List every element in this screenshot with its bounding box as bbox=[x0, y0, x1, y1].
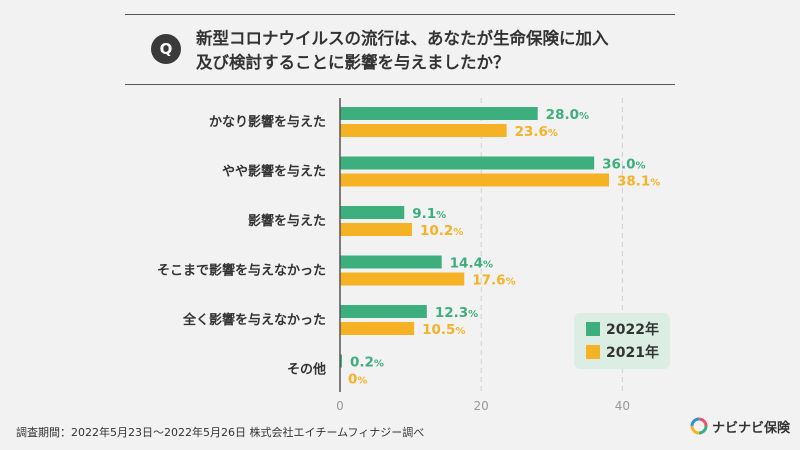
data-label-unit: % bbox=[635, 161, 645, 172]
data-label-unit: % bbox=[453, 227, 463, 238]
data-label-value: 12.3 bbox=[435, 305, 468, 321]
bar-2022 bbox=[340, 107, 538, 120]
x-tick-label: 0 bbox=[336, 399, 344, 413]
data-label: 14.4% bbox=[450, 256, 493, 272]
x-tick-label: 40 bbox=[615, 399, 630, 413]
legend-swatch-2021 bbox=[586, 345, 600, 359]
data-label-unit: % bbox=[579, 111, 589, 122]
bar-2022 bbox=[340, 255, 442, 269]
navinavi-logo-icon bbox=[690, 417, 708, 435]
legend-label-2022: 2022年 bbox=[606, 322, 659, 338]
data-label-value: 38.1 bbox=[617, 174, 650, 190]
bar-2021 bbox=[340, 124, 507, 137]
bar-2022 bbox=[340, 206, 405, 219]
data-label-value: 23.6 bbox=[515, 124, 548, 140]
data-label-unit: % bbox=[436, 210, 446, 221]
data-label: 36.0% bbox=[602, 157, 645, 173]
question-line-1: 新型コロナウイルスの流行は、あなたが生命保険に加入 bbox=[196, 29, 609, 48]
bottom-rule bbox=[125, 84, 675, 85]
data-label-unit: % bbox=[483, 260, 493, 271]
data-label-unit: % bbox=[374, 359, 384, 370]
question-badge: Q bbox=[151, 34, 181, 64]
data-label: 9.1% bbox=[412, 206, 446, 222]
data-label-value: 0.2 bbox=[350, 355, 374, 371]
data-label-value: 17.6 bbox=[472, 273, 505, 289]
category-label: かなり影響を与えた bbox=[209, 114, 326, 130]
data-label: 17.6% bbox=[472, 273, 515, 289]
bar-2022 bbox=[340, 156, 595, 170]
data-label-unit: % bbox=[548, 128, 558, 139]
top-rule bbox=[125, 14, 675, 15]
legend-swatch-2022 bbox=[586, 322, 600, 336]
question-line-2: 及び検討することに影響を与えましたか？ bbox=[196, 53, 510, 72]
data-label-unit: % bbox=[506, 277, 516, 288]
data-label-value: 14.4 bbox=[450, 256, 483, 272]
data-label: 0% bbox=[348, 372, 367, 388]
data-label: 38.1% bbox=[617, 174, 660, 190]
category-label: その他 bbox=[287, 362, 326, 378]
bar-2022 bbox=[340, 305, 427, 318]
data-label-unit: % bbox=[650, 178, 660, 189]
data-label-value: 9.1 bbox=[412, 206, 436, 222]
brand-name: ナビナビ保険 bbox=[712, 420, 791, 436]
category-label: 影響を与えた bbox=[248, 213, 326, 229]
legend-label-2021: 2021年 bbox=[606, 345, 659, 361]
data-label-value: 10.5 bbox=[422, 322, 455, 338]
legend-item-2022: 2022年 bbox=[586, 320, 659, 340]
data-label-value: 28.0 bbox=[546, 107, 579, 123]
survey-footnote: 調査期間：2022年5月23日〜2022年5月26日 株式会社エイチームフィナジ… bbox=[16, 426, 425, 439]
question-text: 新型コロナウイルスの流行は、あなたが生命保険に加入 及び検討することに影響を与え… bbox=[196, 27, 666, 75]
bar-2021 bbox=[340, 223, 413, 236]
bar-2021 bbox=[340, 272, 465, 286]
data-label: 28.0% bbox=[546, 107, 589, 123]
category-label: やや影響を与えた bbox=[222, 164, 326, 180]
data-label-unit: % bbox=[468, 309, 478, 320]
data-label: 10.2% bbox=[420, 223, 463, 239]
data-label-value: 0 bbox=[348, 372, 357, 388]
data-label-unit: % bbox=[357, 376, 367, 387]
category-label: 全く影響を与えなかった bbox=[182, 312, 326, 328]
data-label: 0.2% bbox=[350, 355, 384, 371]
brand-logo: ナビナビ保険 bbox=[690, 415, 790, 437]
bar-2022 bbox=[340, 354, 342, 368]
data-label: 12.3% bbox=[435, 305, 478, 321]
legend-item-2021: 2021年 bbox=[586, 343, 659, 363]
data-label-unit: % bbox=[455, 326, 465, 337]
data-label-value: 10.2 bbox=[420, 223, 453, 239]
bar-2021 bbox=[340, 173, 609, 187]
x-tick-label: 20 bbox=[474, 399, 489, 413]
bar-2021 bbox=[340, 322, 415, 335]
category-label: そこまで影響を与えなかった bbox=[157, 263, 326, 279]
legend: 2022年 2021年 bbox=[574, 313, 670, 369]
data-label-value: 36.0 bbox=[602, 157, 635, 173]
data-label: 10.5% bbox=[422, 322, 465, 338]
data-label: 23.6% bbox=[515, 124, 558, 140]
